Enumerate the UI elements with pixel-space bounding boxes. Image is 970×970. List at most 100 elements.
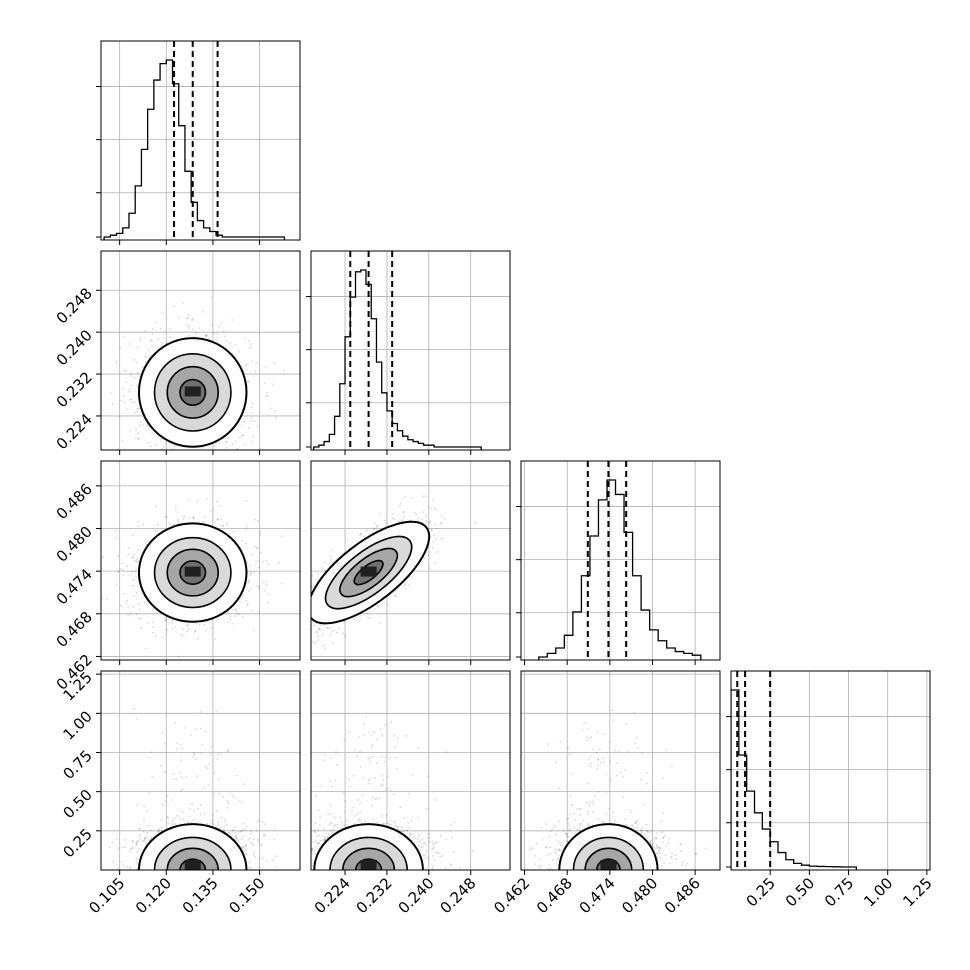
scatter-point <box>344 635 347 638</box>
scatter-point <box>219 504 222 507</box>
scatter-point <box>198 327 201 330</box>
scatter-point <box>223 825 226 828</box>
scatter-point <box>190 456 192 458</box>
scatter-point <box>152 626 155 628</box>
scatter-point <box>288 617 290 619</box>
scatter-point <box>247 582 250 584</box>
scatter-point <box>127 605 130 608</box>
scatter-point <box>148 462 150 464</box>
scatter-point <box>194 629 197 632</box>
scatter-point <box>218 792 221 795</box>
scatter-point <box>125 381 128 384</box>
scatter-point <box>165 516 168 519</box>
scatter-point <box>241 615 244 618</box>
scatter-point <box>402 515 405 518</box>
scatter-point <box>243 783 246 786</box>
scatter-point <box>249 420 252 423</box>
scatter-point <box>376 604 379 607</box>
scatter-point <box>234 537 236 540</box>
scatter-point <box>376 526 379 528</box>
panel-frame-2-0 <box>100 460 301 661</box>
scatter-point <box>226 806 229 809</box>
scatter-point <box>247 380 249 383</box>
scatter-point <box>111 403 114 406</box>
scatter-point <box>253 571 256 574</box>
scatter-point <box>215 500 218 503</box>
scatter-point <box>255 546 258 549</box>
scatter-point <box>208 763 211 765</box>
scatter-point <box>81 644 83 646</box>
scatter-point <box>272 383 274 386</box>
scatter-point <box>403 495 406 498</box>
scatter-point <box>256 584 259 587</box>
scatter-point <box>187 324 190 327</box>
scatter-point <box>205 333 208 336</box>
scatter-point <box>147 441 150 444</box>
scatter-point <box>170 621 173 624</box>
scatter-point <box>166 628 169 631</box>
scatter-point <box>432 533 435 536</box>
scatter-point <box>173 523 176 526</box>
scatter-point <box>311 575 314 577</box>
scatter-point <box>262 834 265 837</box>
scatter-point <box>245 500 248 503</box>
scatter-point <box>164 619 167 622</box>
y-tick-label-2-3: 0.480 <box>53 523 96 566</box>
scatter-point <box>263 382 266 385</box>
scatter-point <box>178 478 180 480</box>
scatter-point <box>217 778 220 780</box>
scatter-point <box>215 825 218 828</box>
scatter-point <box>150 836 153 839</box>
scatter-point <box>360 532 363 535</box>
panel-2-2 <box>516 460 721 665</box>
scatter-point <box>135 592 138 595</box>
scatter-point <box>231 795 234 798</box>
scatter-point <box>191 328 194 331</box>
scatter-point <box>139 420 142 423</box>
scatter-point <box>187 314 190 317</box>
scatter-point <box>250 587 253 590</box>
scatter-point <box>202 310 205 313</box>
scatter-point <box>265 560 268 562</box>
scatter-point <box>157 830 159 833</box>
scatter-point <box>224 820 227 823</box>
scatter-point <box>226 521 229 524</box>
scatter-point <box>253 545 256 548</box>
scatter-point <box>150 445 153 448</box>
scatter-point <box>161 341 164 344</box>
scatter-point <box>126 865 129 868</box>
scatter-point <box>160 826 163 829</box>
density-peak-2-1 <box>360 566 377 577</box>
scatter-point <box>434 561 437 564</box>
scatter-point <box>301 619 303 621</box>
scatter-point <box>101 556 104 559</box>
scatter-point <box>234 343 237 346</box>
scatter-point <box>146 423 149 426</box>
scatter-point <box>431 499 434 502</box>
scatter-point <box>130 847 133 850</box>
scatter-point <box>162 804 165 807</box>
scatter-point <box>331 549 334 552</box>
y-tick-label-2-2: 0.474 <box>53 565 96 608</box>
panel-0-0 <box>96 40 301 245</box>
scatter-point <box>331 629 334 632</box>
scatter-point <box>126 599 129 602</box>
scatter-point <box>228 341 231 344</box>
scatter-point <box>138 608 141 611</box>
scatter-point <box>242 457 244 459</box>
scatter-point <box>311 585 314 588</box>
scatter-point <box>144 647 147 650</box>
scatter-point <box>182 628 185 631</box>
scatter-point <box>118 415 121 418</box>
scatter-point <box>428 521 431 524</box>
scatter-point <box>387 595 390 598</box>
scatter-point <box>173 444 176 447</box>
scatter-point <box>225 441 228 443</box>
scatter-point <box>217 753 220 756</box>
scatter-point <box>250 572 253 575</box>
scatter-point <box>236 774 239 777</box>
scatter-point <box>168 621 171 624</box>
scatter-point <box>115 361 118 363</box>
scatter-point <box>430 528 433 531</box>
